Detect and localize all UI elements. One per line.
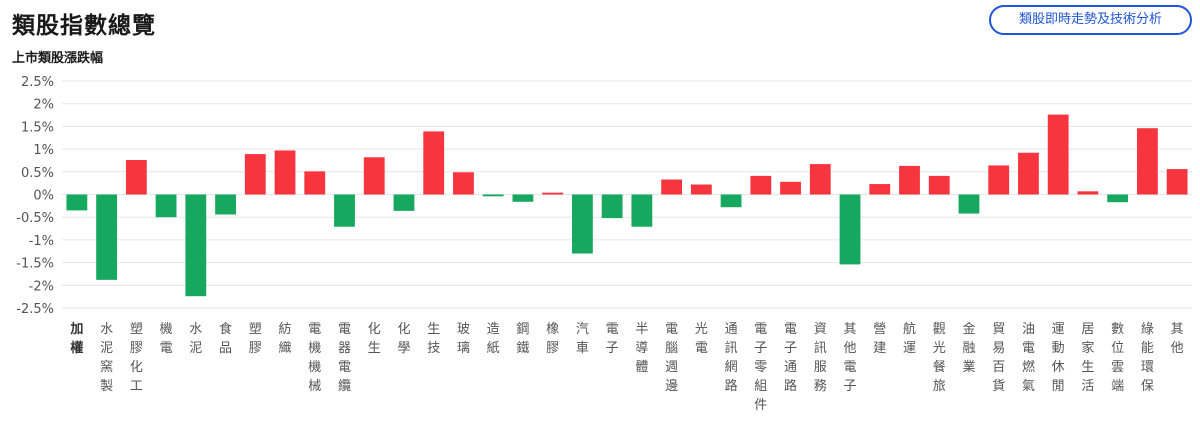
bar[interactable] <box>482 194 504 197</box>
bar[interactable] <box>244 154 266 195</box>
bar[interactable] <box>958 194 980 214</box>
sector-realtime-analysis-button[interactable]: 類股即時走勢及技術分析 <box>989 5 1192 35</box>
bar[interactable] <box>393 194 415 211</box>
bar[interactable] <box>96 194 118 280</box>
x-tick-label: 生技 <box>427 322 440 356</box>
chart-title: 上市類股漲跌幅 <box>12 51 104 66</box>
bar[interactable] <box>1166 169 1188 195</box>
x-tick-label: 造紙 <box>487 322 500 356</box>
bar[interactable] <box>809 164 831 195</box>
bar[interactable] <box>928 175 950 195</box>
x-tick-label: 其他電子 <box>844 322 857 394</box>
bar[interactable] <box>661 179 683 195</box>
x-tick-label: 數位雲端 <box>1111 322 1124 394</box>
bar[interactable] <box>869 184 891 195</box>
bar[interactable] <box>899 165 920 195</box>
x-tick-label: 鋼鐵 <box>516 322 529 356</box>
y-tick-label: -1.5% <box>16 257 54 272</box>
bar[interactable] <box>185 194 207 297</box>
bar[interactable] <box>988 165 1010 195</box>
bar[interactable] <box>690 184 712 195</box>
x-tick-label: 營建 <box>873 322 886 356</box>
y-tick-label: -2% <box>29 279 54 294</box>
x-tick-label: 航運 <box>903 321 916 356</box>
bar[interactable] <box>601 194 623 219</box>
bar[interactable] <box>66 194 88 211</box>
bar[interactable] <box>1018 152 1039 195</box>
x-tick-label: 橡膠 <box>546 322 559 356</box>
bar[interactable] <box>423 131 445 195</box>
bar[interactable] <box>363 157 385 195</box>
x-tick-label: 通訊網路 <box>725 322 738 394</box>
x-tick-label: 電機機械 <box>308 322 321 394</box>
x-tick-label: 化學 <box>397 322 410 356</box>
x-tick-label: 運動休閒 <box>1052 322 1065 394</box>
x-tick-label: 加權 <box>69 322 83 356</box>
bar[interactable] <box>780 181 801 195</box>
y-tick-label: 2.5% <box>21 75 54 90</box>
x-tick-label: 電子 <box>606 322 619 356</box>
x-tick-label: 塑膠化工 <box>130 322 143 394</box>
x-tick-label: 貿易百貨 <box>992 322 1005 394</box>
bar[interactable] <box>125 159 147 195</box>
bar[interactable] <box>334 194 355 227</box>
x-tick-label: 觀光餐旅 <box>933 322 946 394</box>
y-tick-label: 1% <box>33 143 54 158</box>
x-tick-label: 食品 <box>219 321 232 356</box>
bar[interactable] <box>304 171 326 195</box>
bar[interactable] <box>631 194 653 227</box>
y-tick-label: -2.5% <box>16 302 54 317</box>
x-tick-label: 化生 <box>368 322 381 356</box>
y-axis: 2.5% 2% 1.5% 1% 0.5% 0% -0.5% -1% -1.5% -2% -2.5% <box>16 75 54 317</box>
x-tick-label: 其他 <box>1171 322 1184 356</box>
x-tick-label: 光電 <box>695 322 708 356</box>
y-tick-label: -1% <box>29 234 54 249</box>
x-tick-label: 紡織 <box>279 322 292 356</box>
bar[interactable] <box>1077 191 1099 195</box>
x-tick-label: 玻璃 <box>457 322 470 356</box>
bar[interactable] <box>839 194 861 265</box>
x-tick-label: 綠能環保 <box>1141 322 1154 394</box>
bar[interactable] <box>453 172 474 195</box>
x-tick-label: 水泥 <box>189 322 202 356</box>
x-tick-label: 電子零組件 <box>754 322 767 413</box>
bar[interactable] <box>571 194 593 254</box>
y-tick-label: 0% <box>33 189 54 204</box>
bar[interactable] <box>1047 114 1069 195</box>
y-tick-label: 2% <box>33 98 54 113</box>
bar[interactable] <box>542 192 564 195</box>
x-tick-label: 電子通路 <box>784 322 797 394</box>
x-tick-label: 油電燃氣 <box>1022 322 1035 394</box>
x-tick-label: 塑膠 <box>249 322 262 356</box>
x-tick-label: 居家生活 <box>1081 322 1094 394</box>
x-tick-label: 電腦週邊 <box>665 322 678 394</box>
x-tick-label: 電器電纜 <box>338 322 351 394</box>
bar[interactable] <box>1136 128 1158 195</box>
x-tick-label: 資訊服務 <box>814 322 827 394</box>
x-tick-label: 半導體 <box>635 322 648 375</box>
bar[interactable] <box>720 194 742 208</box>
x-tick-label: 機電 <box>160 322 173 356</box>
bar[interactable] <box>1107 194 1129 203</box>
y-tick-label: 0.5% <box>21 166 54 181</box>
y-tick-label: 1.5% <box>21 120 54 135</box>
bar[interactable] <box>274 150 296 195</box>
bar[interactable] <box>750 175 772 195</box>
x-tick-label: 金融業 <box>962 321 975 375</box>
bars <box>66 114 1188 297</box>
x-tick-label: 水泥窯製 <box>100 322 113 394</box>
x-tick-label: 汽車 <box>576 322 589 356</box>
bar[interactable] <box>512 194 534 202</box>
page-title: 類股指數總覽 <box>12 13 156 39</box>
bar[interactable] <box>155 194 177 218</box>
y-tick-label: -0.5% <box>16 211 54 226</box>
bar[interactable] <box>215 194 236 215</box>
